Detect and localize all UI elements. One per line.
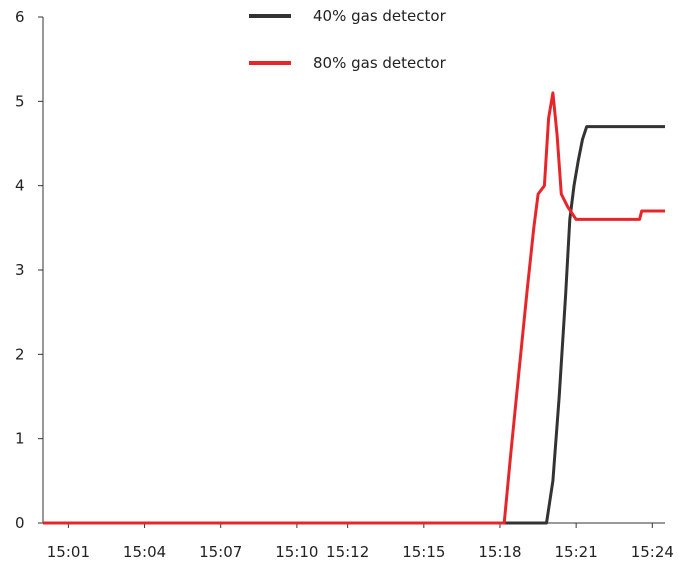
legend: 40% gas detector 80% gas detector [249, 7, 447, 72]
y-tick-label: 1 [15, 430, 25, 448]
series-line-black [43, 125, 665, 525]
x-tick-label: 15:15 [402, 543, 445, 561]
x-tick-label: 15:01 [47, 543, 90, 561]
x-tick-label: 15:21 [555, 543, 598, 561]
x-axis-ticks: 15:01 15:04 15:07 15:10 15:12 15:15 15:18 15:21… [47, 523, 674, 561]
x-tick-label: 15:10 [275, 543, 318, 561]
y-tick-label: 5 [15, 92, 25, 110]
x-tick-label: 15:18 [478, 543, 521, 561]
y-tick-label: 3 [15, 261, 25, 279]
y-tick-label: 4 [15, 177, 25, 195]
series-layer [43, 91, 665, 525]
series-line-red [43, 91, 665, 525]
y-tick-label: 6 [15, 8, 25, 26]
legend-label: 40% gas detector [313, 7, 447, 25]
y-tick-label: 0 [15, 514, 25, 532]
x-tick-label: 15:12 [326, 543, 369, 561]
x-tick-label: 15:07 [199, 543, 242, 561]
x-tick-label: 15:04 [123, 543, 166, 561]
axes [42, 17, 665, 524]
y-axis-ticks: 0 1 2 3 4 5 6 [15, 8, 43, 532]
y-tick-label: 2 [15, 345, 25, 363]
x-tick-label: 15:24 [631, 543, 674, 561]
legend-label: 80% gas detector [313, 54, 447, 72]
